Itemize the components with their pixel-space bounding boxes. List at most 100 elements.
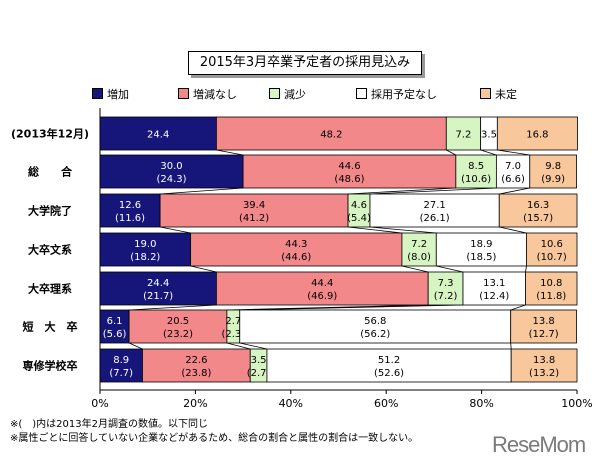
data-label: 13.8 — [532, 316, 554, 327]
data-label: 2.7 — [225, 316, 241, 327]
legend-label: 採用予定なし — [371, 88, 437, 101]
data-label: 3.5 — [251, 355, 267, 366]
data-label-previous: (48.6) — [334, 174, 364, 185]
data-label: 13.1 — [483, 278, 505, 289]
data-label: 13.8 — [533, 355, 555, 366]
x-tick-label: 40% — [279, 397, 303, 410]
data-label: 39.4 — [243, 200, 265, 211]
data-label: 16.3 — [527, 200, 549, 211]
connector-line — [401, 265, 429, 273]
category-label: (2013年12月) — [11, 127, 89, 141]
data-label: 24.4 — [147, 278, 169, 289]
data-label-previous: (26.1) — [420, 213, 450, 224]
connector-line — [525, 265, 527, 273]
data-label-previous: (12.7) — [529, 329, 559, 340]
data-label: 27.1 — [423, 200, 445, 211]
data-label: 56.8 — [364, 316, 386, 327]
data-label: 8.5 — [468, 161, 484, 172]
footnote-1: ※( )内は2013年2月調査の数値。以下同じ — [10, 419, 208, 430]
chart-title: 2015年3月卒業予定者の採用見込み — [188, 51, 422, 75]
data-label-previous: (11.8) — [536, 291, 566, 302]
connector-line — [446, 149, 457, 156]
data-label: 7.0 — [505, 161, 521, 172]
connector-line — [216, 149, 244, 156]
data-label: 10.8 — [540, 278, 562, 289]
data-label-previous: (52.6) — [374, 368, 404, 379]
data-label: 4.6 — [351, 200, 367, 211]
legend-label: 減少 — [284, 88, 306, 101]
data-label-previous: (12.4) — [479, 291, 509, 302]
legend-label: 未定 — [495, 88, 517, 101]
bar-segment — [526, 232, 578, 267]
bar-segment — [142, 348, 251, 383]
connector-line — [348, 187, 456, 195]
legend-label: 増減なし — [193, 88, 237, 101]
connector-line — [128, 342, 143, 350]
data-label: 44.6 — [338, 161, 360, 172]
data-label: 51.2 — [378, 355, 400, 366]
data-label-previous: (5.6) — [103, 329, 127, 340]
connector-line — [190, 265, 217, 273]
data-label: 30.0 — [160, 161, 182, 172]
data-label-previous: (6.6) — [501, 174, 525, 185]
data-label: 18.9 — [470, 239, 492, 250]
resemom-watermark-logo: ReseMom — [492, 432, 586, 457]
bar-segment — [190, 232, 403, 267]
data-label-previous: (8.0) — [407, 252, 431, 263]
data-label-previous: (21.7) — [143, 291, 173, 302]
data-label-previous: (44.6) — [281, 252, 311, 263]
connector-line — [160, 187, 244, 195]
data-label-previous: (2.3) — [221, 329, 245, 340]
data-label: 22.6 — [185, 355, 207, 366]
data-label: 7.2 — [411, 239, 427, 250]
bar-segment — [99, 348, 143, 383]
bar-segment — [525, 271, 578, 306]
bar-segment — [369, 193, 500, 228]
bar-segment — [455, 154, 497, 189]
data-label-previous: (15.7) — [523, 213, 553, 224]
x-tick-label: 80% — [469, 397, 493, 410]
data-label-previous: (23.8) — [181, 368, 211, 379]
bar-segment — [99, 309, 130, 344]
data-label-previous: (9.9) — [541, 174, 565, 185]
data-label: 44.4 — [311, 278, 333, 289]
bar-segment — [462, 271, 526, 306]
footnote-2: ※属性ごとに回答していない企業などがあるため、総合の割合と属性の割合は一致しない… — [10, 433, 419, 444]
bar-segment — [239, 309, 512, 344]
data-label: 3.5 — [481, 130, 497, 141]
legend-swatch — [269, 88, 280, 99]
x-tick-label: 100% — [561, 397, 592, 410]
bar-segment — [215, 271, 429, 306]
data-label-previous: (10.7) — [537, 252, 567, 263]
data-label-previous: (7.2) — [434, 291, 458, 302]
data-label-previous: (11.6) — [115, 213, 145, 224]
chart-legend: 増加 増減なし 減少 採用予定なし 未定 — [92, 87, 592, 103]
legend-swatch — [356, 88, 367, 99]
bar-segment — [496, 116, 578, 151]
legend-label: 増加 — [107, 88, 129, 101]
data-label: 20.5 — [167, 316, 189, 327]
connector-line — [347, 226, 402, 234]
bar-segment — [99, 154, 244, 189]
data-label: 8.9 — [113, 355, 129, 366]
connector-line — [510, 304, 526, 311]
connector-line — [436, 265, 464, 273]
data-label-previous: (7.7) — [109, 368, 133, 379]
data-label-previous: (18.2) — [130, 252, 160, 263]
data-label: 10.6 — [541, 239, 563, 250]
connector-line — [129, 304, 217, 311]
data-label: 19.0 — [134, 239, 156, 250]
x-tick-label: 0% — [91, 397, 108, 410]
legend-item: 増減なし — [178, 87, 237, 103]
data-label-previous: (18.5) — [466, 252, 496, 263]
data-label-previous: (2.7) — [247, 368, 271, 379]
data-label-previous: (46.9) — [307, 291, 337, 302]
data-label: 7.3 — [438, 278, 454, 289]
x-tick-label: 60% — [374, 397, 398, 410]
bar-segment — [99, 116, 217, 151]
data-label: 44.3 — [285, 239, 307, 250]
connector-line — [369, 187, 497, 195]
connector-line — [480, 149, 497, 156]
legend-swatch — [92, 88, 103, 99]
bar-segment — [498, 193, 578, 228]
